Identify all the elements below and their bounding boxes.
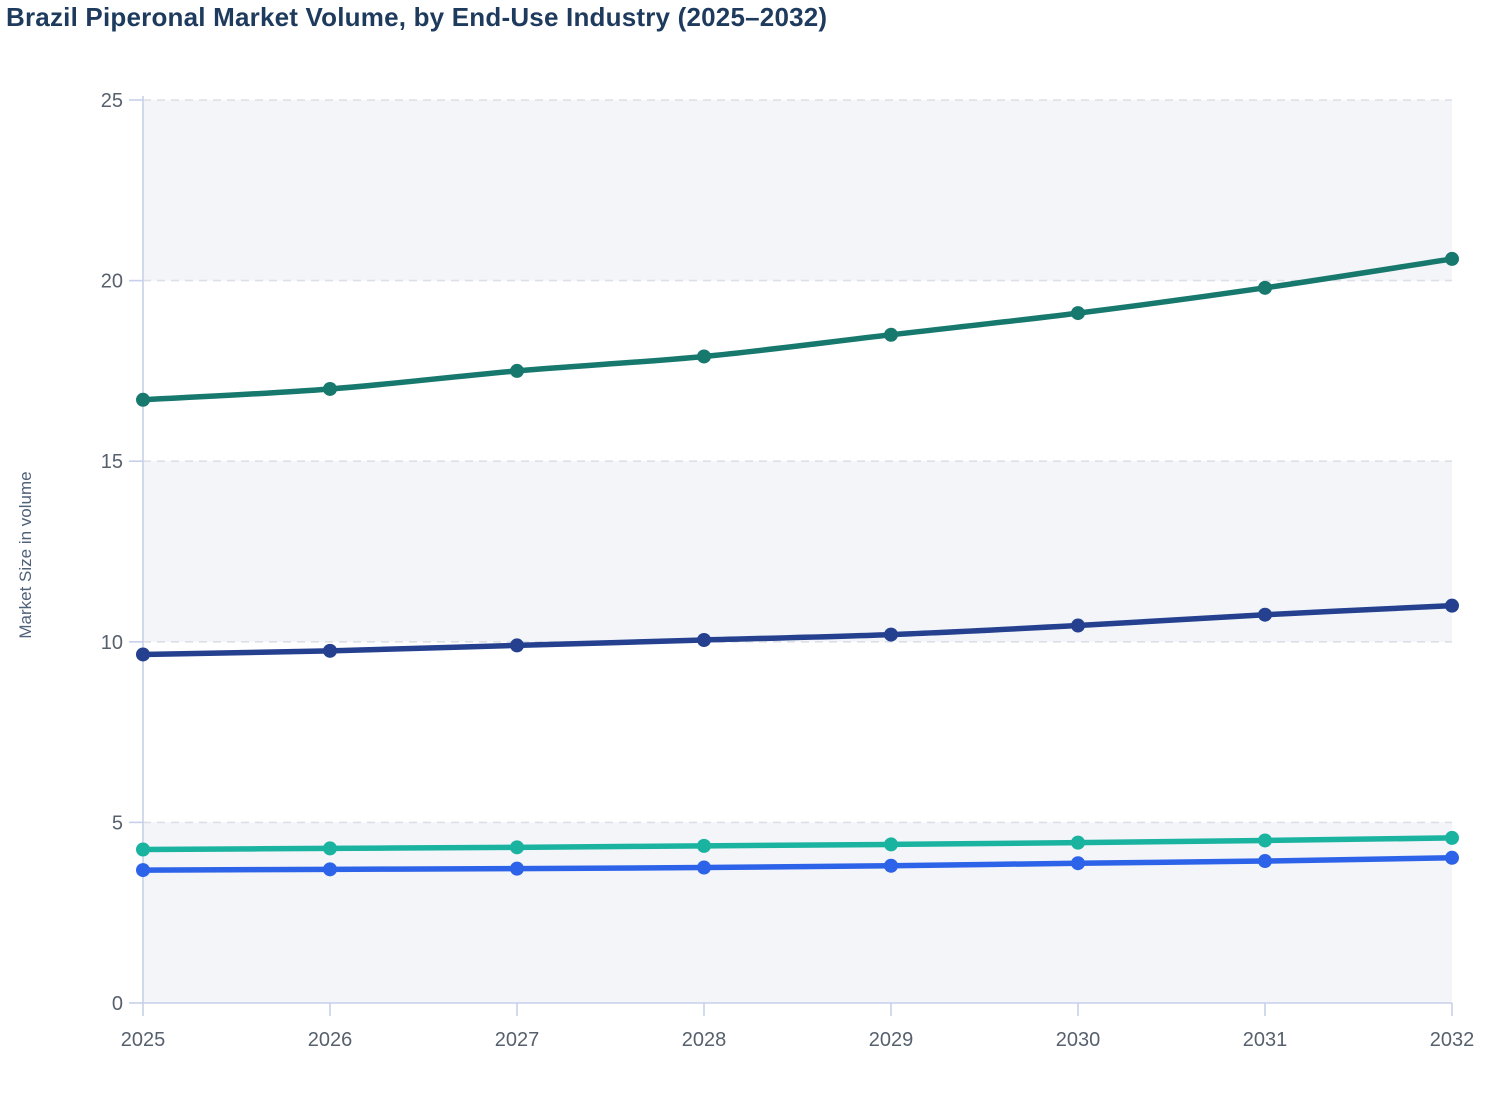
dark-teal-series-point[interactable] [136,392,150,407]
blue-series-point[interactable] [884,858,898,873]
dark-teal-series-point[interactable] [1071,306,1085,321]
x-tick-label: 2025 [121,1029,166,1051]
blue-series-point[interactable] [1071,856,1085,871]
x-tick-label: 2031 [1243,1029,1288,1051]
navy-series-line [140,602,1455,658]
light-teal-series-point[interactable] [136,842,150,857]
light-teal-series-point[interactable] [697,838,711,853]
navy-series-point[interactable] [1258,607,1272,622]
navy-series-point[interactable] [697,632,711,647]
plot-band [143,461,1452,642]
blue-series-point[interactable] [697,860,711,875]
y-tick-label: 25 [101,90,123,112]
x-tick-label: 2030 [1056,1029,1101,1051]
blue-series-point[interactable] [1258,854,1272,869]
navy-series-point[interactable] [884,627,898,642]
navy-series-point[interactable] [1445,598,1459,613]
x-tick-label: 2027 [495,1029,540,1051]
dark-teal-series-line [140,256,1455,403]
blue-series-point[interactable] [136,863,150,878]
dark-teal-series-point[interactable] [1445,251,1459,266]
light-teal-series-point[interactable] [323,841,337,856]
dark-teal-series-point[interactable] [510,363,524,378]
blue-series-point[interactable] [510,861,524,876]
blue-series-point[interactable] [323,862,337,877]
light-teal-series-line [140,835,1455,853]
light-teal-series-point[interactable] [1258,833,1272,848]
x-tick-label: 2026 [308,1029,353,1051]
light-teal-series-point[interactable] [1445,830,1459,845]
dark-teal-series-point[interactable] [884,327,898,342]
light-teal-series-point[interactable] [1071,835,1085,850]
dark-teal-series-point[interactable] [323,381,337,396]
dark-teal-series-point[interactable] [1258,280,1272,295]
x-tick-label: 2028 [682,1029,727,1051]
navy-series-point[interactable] [136,647,150,662]
y-tick-label: 0 [112,993,123,1015]
y-tick-label: 20 [101,271,123,293]
y-tick-label: 10 [101,632,123,654]
navy-series-point[interactable] [510,638,524,653]
plot-band [143,100,1452,281]
chart-title: Brazil Piperonal Market Volume, by End-U… [6,2,828,32]
light-teal-series-point[interactable] [510,840,524,855]
navy-series-point[interactable] [1071,618,1085,633]
blue-series-point[interactable] [1445,850,1459,865]
light-teal-series-point[interactable] [884,837,898,852]
x-tick-label: 2032 [1430,1029,1475,1051]
y-tick-label: 15 [101,451,123,473]
dark-teal-series-point[interactable] [697,349,711,364]
x-tick-label: 2029 [869,1029,914,1051]
blue-series-line [140,855,1455,873]
y-tick-label: 5 [112,812,123,834]
plot-band [143,822,1452,1003]
navy-series-point[interactable] [323,643,337,658]
